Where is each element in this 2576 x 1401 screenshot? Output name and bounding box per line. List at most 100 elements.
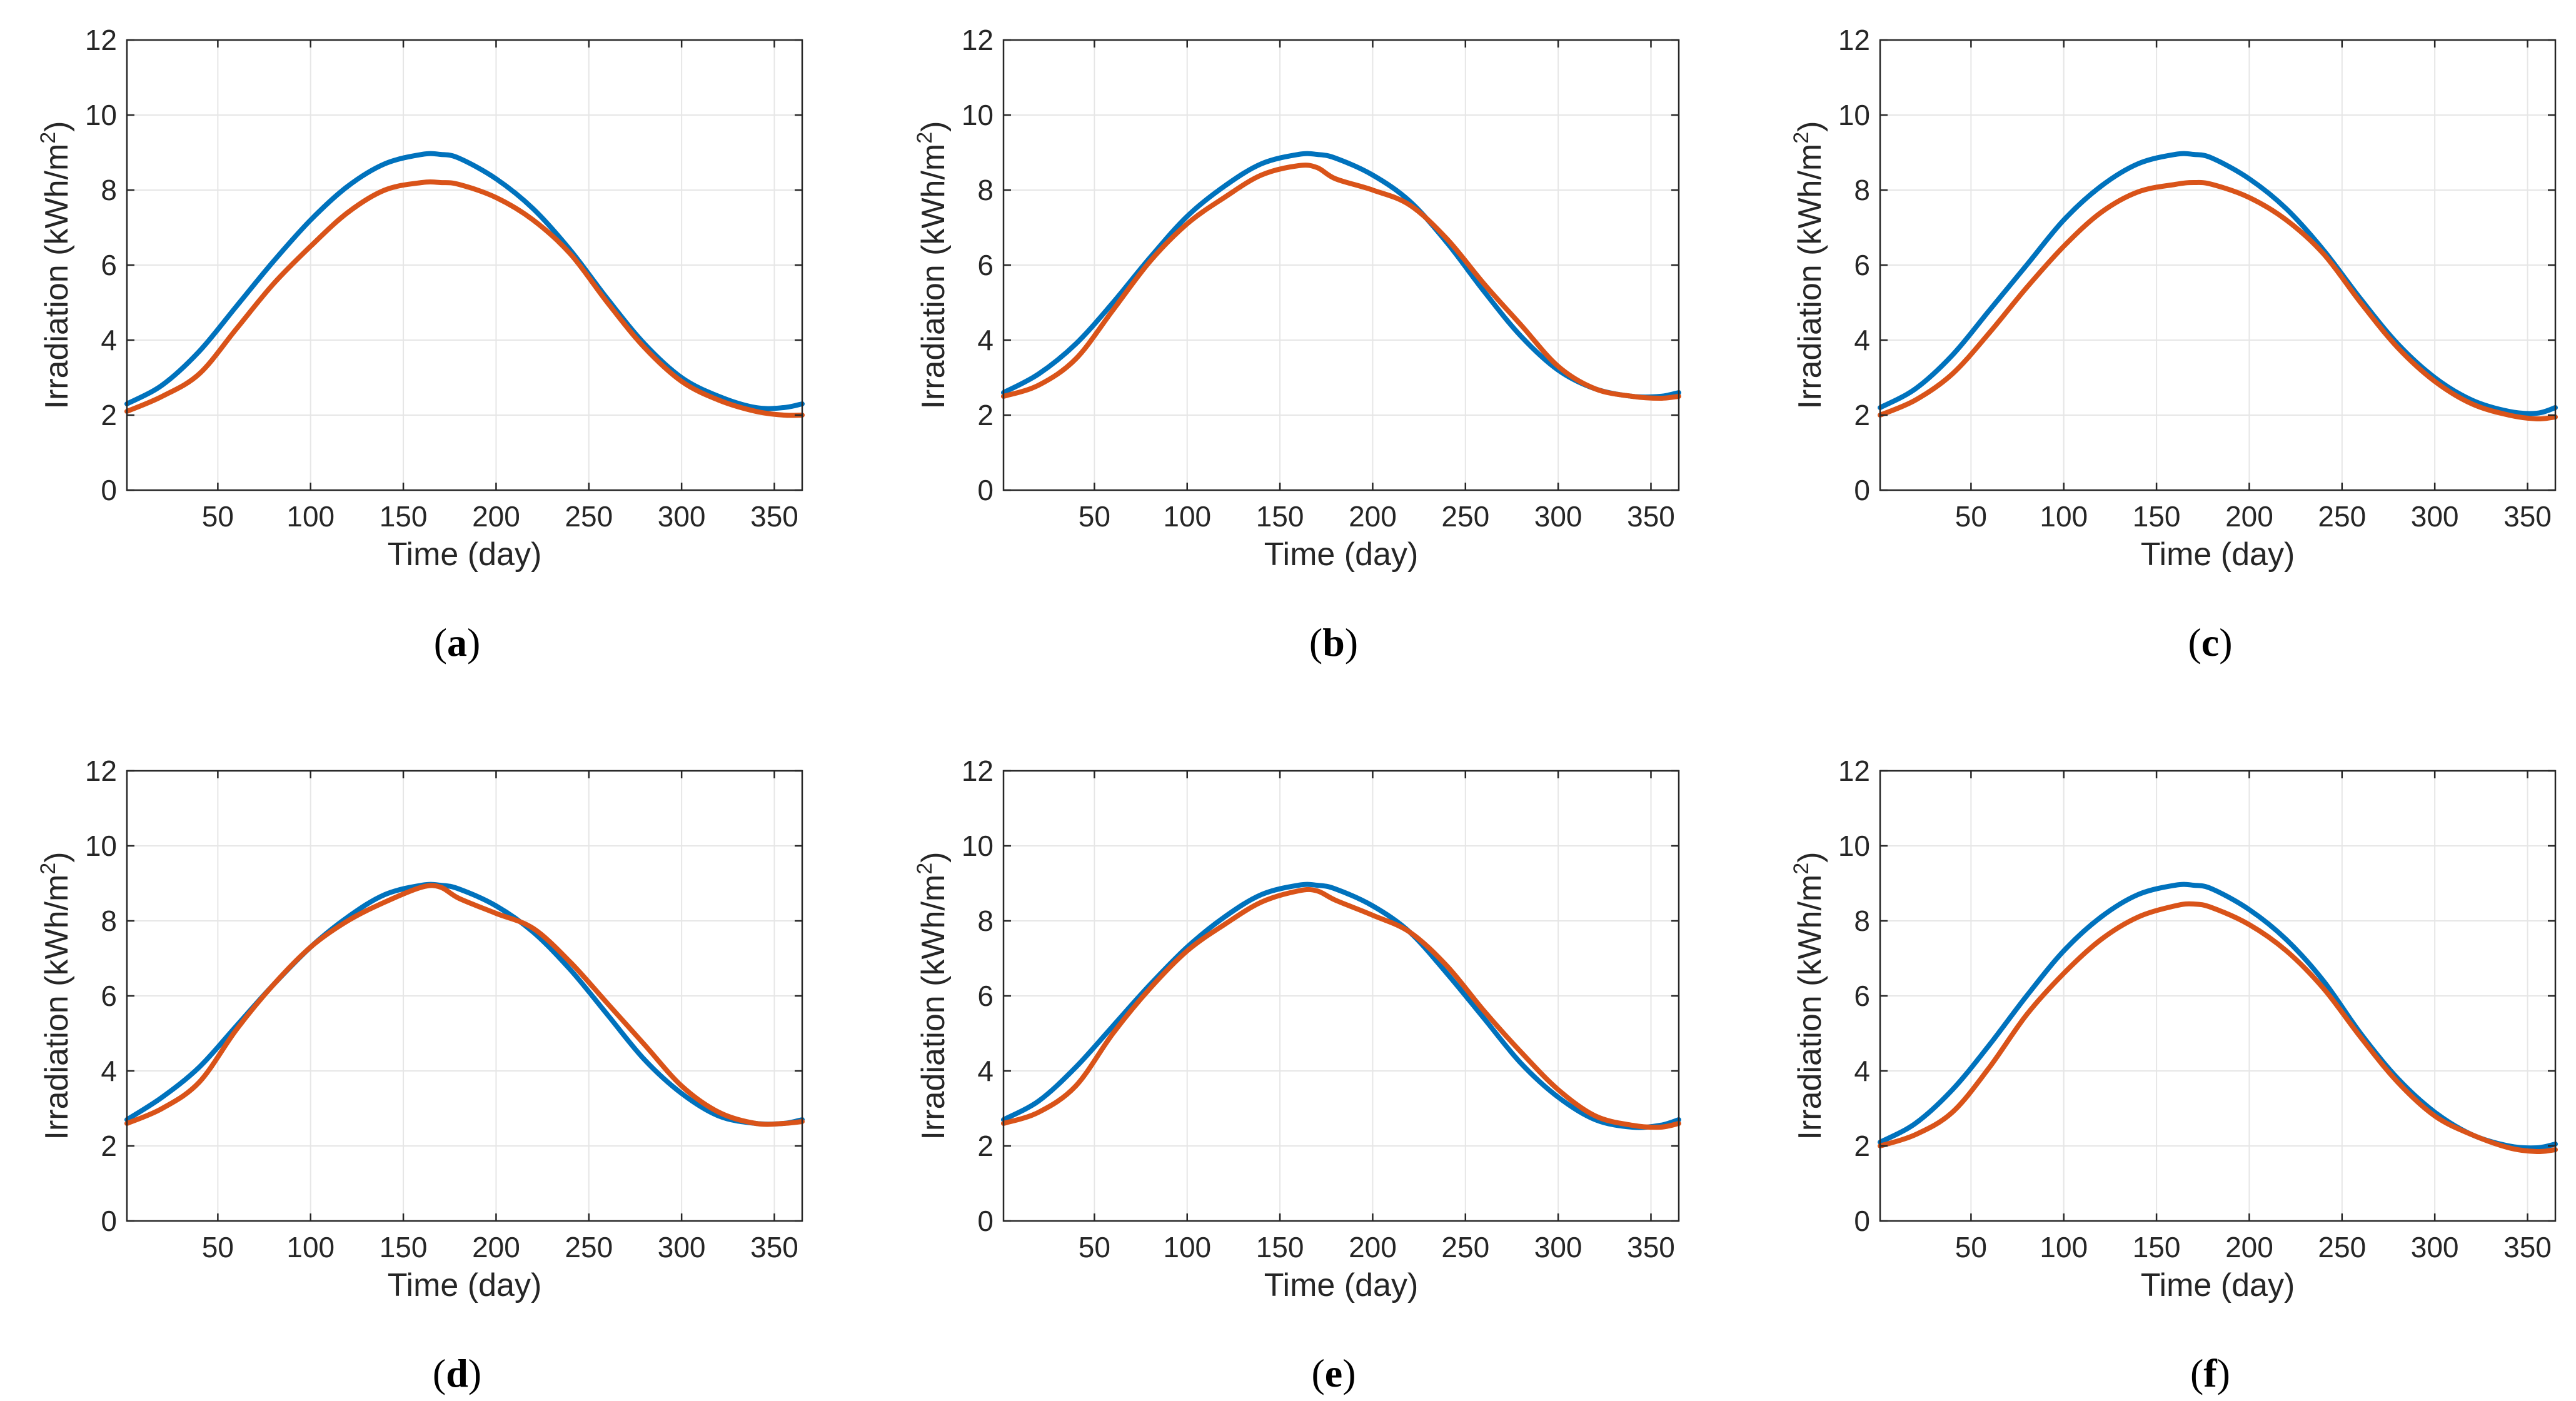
x-tick-label: 100: [2040, 500, 2088, 533]
y-tick-label: 2: [977, 1130, 994, 1162]
panel-caption-letter: b: [1322, 620, 1345, 665]
x-tick-label: 50: [1079, 1231, 1110, 1263]
x-tick-label: 200: [1349, 1231, 1397, 1263]
y-tick-label: 6: [101, 980, 117, 1012]
x-tick-label: 250: [2318, 1231, 2366, 1263]
y-tick-label: 8: [977, 905, 994, 937]
y-axis-label-superscript: 2: [913, 132, 937, 144]
x-tick-label: 250: [1441, 500, 1489, 533]
x-tick-label: 350: [750, 1231, 798, 1263]
y-tick-label: 12: [1838, 24, 1870, 56]
y-tick-label: 10: [1838, 99, 1870, 131]
panel-caption-letter: e: [1325, 1351, 1342, 1395]
panel-caption: (c): [2188, 620, 2232, 665]
y-tick-label: 10: [1838, 830, 1870, 862]
y-tick-label: 4: [101, 324, 117, 356]
y-tick-label: 6: [1854, 980, 1870, 1012]
y-tick-label: 12: [962, 755, 994, 787]
y-axis-label-close: ): [915, 121, 952, 131]
x-tick-label: 350: [2503, 1231, 2552, 1263]
x-tick-label: 100: [286, 1231, 335, 1263]
series-line-orange: [1001, 886, 1681, 1130]
x-tick-label: 200: [2225, 1231, 2273, 1263]
series-line-blue: [1001, 881, 1681, 1130]
x-tick-label: 250: [1441, 1231, 1489, 1263]
panel-caption-letter: a: [447, 620, 467, 665]
y-tick-label: 10: [85, 830, 117, 862]
y-tick-label: 4: [977, 324, 994, 356]
x-tick-label: 300: [2411, 500, 2459, 533]
chart-panel-e: 0 2 4 6 8 10 12 50 100 150 200 250 300 350 Time (day) I…: [913, 755, 1681, 1395]
y-tick-label: 0: [977, 1205, 994, 1237]
y-tick-label: 6: [977, 980, 994, 1012]
chart-panel-a: 0 2 4 6 8 10 12 50 100 150 200 250 300 350 Time (day) I…: [36, 24, 805, 665]
x-tick-label: 200: [1349, 500, 1397, 533]
series-line-orange: [124, 883, 805, 1127]
y-axis-label-superscript: 2: [36, 863, 60, 875]
x-tick-label: 300: [1534, 1231, 1582, 1263]
panel-caption-letter: f: [2203, 1351, 2217, 1395]
y-axis-label: Irradiation (kWh/m2): [1789, 121, 1828, 409]
x-tick-label: 300: [2411, 1231, 2459, 1263]
series-line-orange: [1878, 179, 2558, 422]
x-tick-label: 150: [1256, 1231, 1304, 1263]
y-axis-label: Irradiation (kWh/m2): [36, 851, 75, 1140]
x-tick-label: 100: [286, 500, 335, 533]
y-tick-label: 8: [977, 174, 994, 206]
y-tick-label: 12: [85, 755, 117, 787]
x-tick-label: 350: [2503, 500, 2552, 533]
y-axis-label-close: ): [39, 121, 75, 131]
x-tick-label: 50: [1079, 500, 1110, 533]
x-axis-label: Time (day): [388, 536, 542, 573]
y-axis-label-text: Irradiation (kWh/m: [1792, 875, 1828, 1140]
y-tick-label: 0: [1854, 474, 1870, 506]
y-tick-label: 2: [1854, 399, 1870, 431]
y-tick-label: 12: [962, 24, 994, 56]
y-axis-label-text: Irradiation (kWh/m: [1792, 144, 1828, 409]
y-axis-label-close: ): [39, 851, 75, 862]
x-tick-label: 150: [380, 1231, 428, 1263]
chart-panel-d: 0 2 4 6 8 10 12 50 100 150 200 250 300 350 Time (day) I…: [36, 755, 805, 1395]
x-tick-label: 350: [750, 500, 798, 533]
y-axis-label-superscript: 2: [1789, 863, 1813, 875]
x-tick-label: 300: [658, 1231, 706, 1263]
x-tick-label: 300: [658, 500, 706, 533]
y-tick-label: 8: [101, 174, 117, 206]
y-tick-label: 8: [1854, 174, 1870, 206]
y-tick-label: 6: [1854, 249, 1870, 281]
x-axis-label: Time (day): [2141, 1267, 2295, 1303]
y-axis-label: Irradiation (kWh/m2): [913, 851, 952, 1140]
x-axis-label: Time (day): [1264, 536, 1419, 573]
y-tick-label: 8: [101, 905, 117, 937]
x-tick-label: 300: [1534, 500, 1582, 533]
x-axis-label: Time (day): [1264, 1267, 1419, 1303]
x-tick-label: 200: [472, 1231, 520, 1263]
y-axis-label-text: Irradiation (kWh/m: [915, 144, 952, 409]
panel-caption: (f): [2190, 1351, 2230, 1395]
y-axis-label-superscript: 2: [913, 863, 937, 875]
y-tick-label: 10: [85, 99, 117, 131]
y-tick-label: 8: [1854, 905, 1870, 937]
y-axis-label-close: ): [1792, 851, 1828, 862]
y-tick-label: 10: [962, 99, 994, 131]
series-line-orange: [124, 179, 805, 418]
panel-caption-letter: c: [2201, 620, 2219, 665]
x-tick-label: 150: [380, 500, 428, 533]
panel-caption: (e): [1311, 1351, 1356, 1395]
y-axis-label: Irradiation (kWh/m2): [36, 121, 75, 409]
x-tick-label: 150: [2133, 500, 2181, 533]
x-axis-label: Time (day): [2141, 536, 2295, 573]
y-axis-label-superscript: 2: [36, 132, 60, 144]
x-tick-label: 250: [565, 500, 613, 533]
y-tick-label: 0: [101, 474, 117, 506]
y-tick-label: 6: [977, 249, 994, 281]
y-tick-label: 2: [101, 1130, 117, 1162]
x-axis-label: Time (day): [388, 1267, 542, 1303]
y-tick-label: 4: [1854, 1055, 1870, 1087]
panel-caption-letter: d: [446, 1351, 468, 1395]
y-axis-label-close: ): [1792, 121, 1828, 131]
series-line-orange: [1878, 901, 2558, 1155]
y-axis-label: Irradiation (kWh/m2): [913, 121, 952, 409]
y-axis-label-text: Irradiation (kWh/m: [915, 875, 952, 1140]
x-tick-label: 150: [1256, 500, 1304, 533]
